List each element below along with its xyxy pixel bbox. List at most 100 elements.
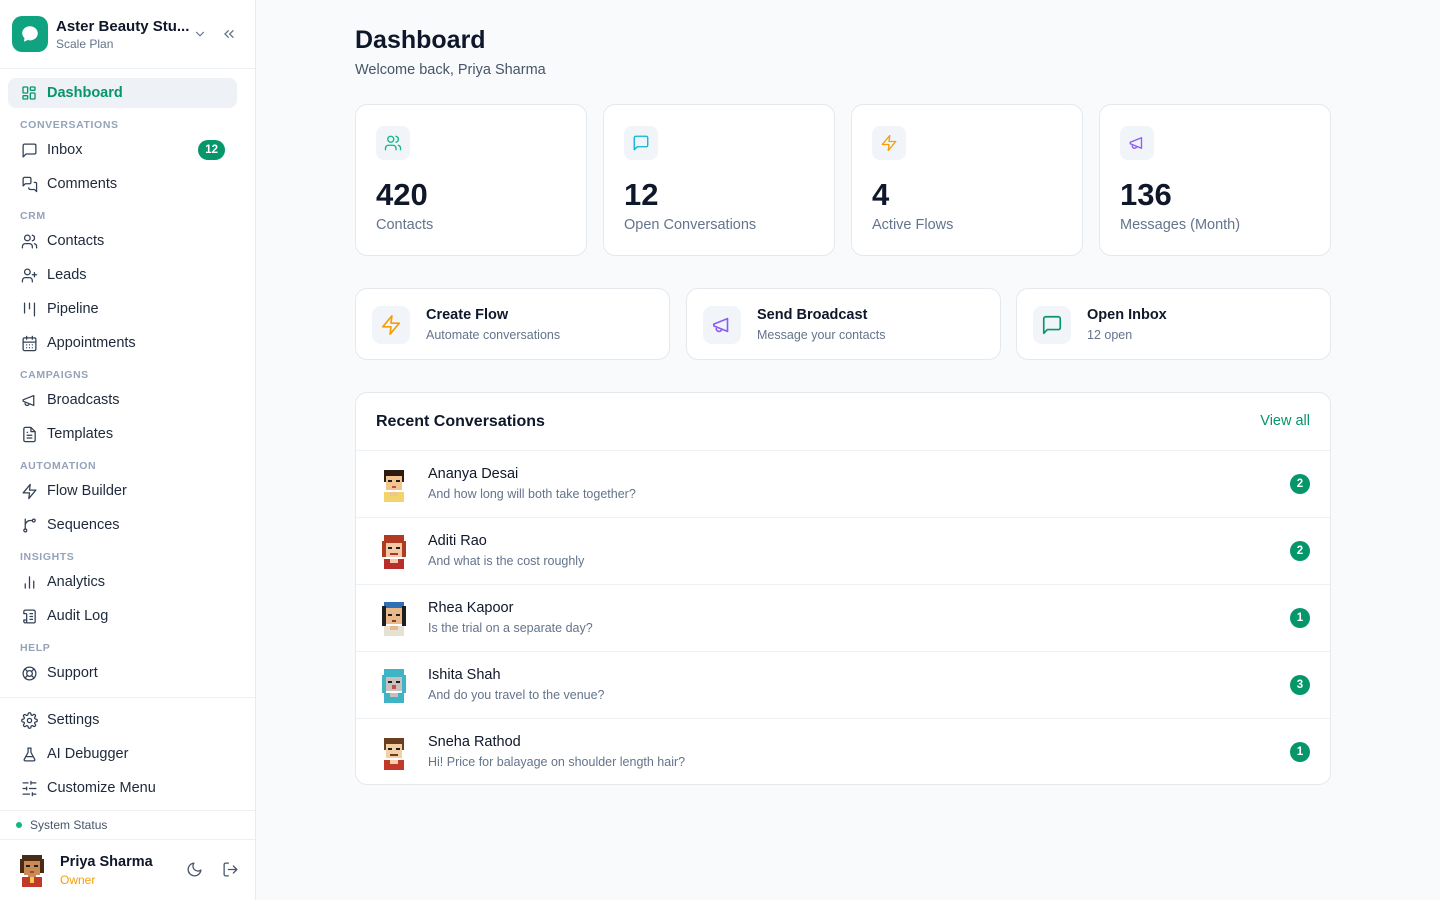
collapse-sidebar-icon[interactable] [221, 26, 237, 42]
sidebar-item-label: Dashboard [47, 85, 123, 101]
stat-card-active-flows[interactable]: 4 Active Flows [851, 104, 1083, 256]
moon-icon[interactable] [186, 861, 203, 878]
sidebar-item-pipeline[interactable]: Pipeline [8, 294, 237, 324]
section-insights: INSIGHTS [20, 551, 75, 563]
sidebar-item-appointments[interactable]: Appointments [8, 328, 237, 358]
conversation-preview: And do you travel to the venue? [428, 688, 605, 702]
send-broadcast-button[interactable]: Send Broadcast Message your contacts [686, 288, 1001, 360]
chat-bubble-icon [22, 26, 38, 42]
sidebar-item-label: Contacts [47, 233, 105, 249]
conversation-row[interactable]: Aditi Rao And what is the cost roughly 2 [356, 517, 1330, 584]
sidebar-item-label: Broadcasts [47, 392, 120, 408]
create-flow-button[interactable]: Create Flow Automate conversations [355, 288, 670, 360]
message-square-icon [1033, 306, 1071, 344]
zap-icon [872, 126, 906, 160]
open-inbox-button[interactable]: Open Inbox 12 open [1016, 288, 1331, 360]
sidebar-divider [0, 839, 255, 840]
logout-icon[interactable] [222, 861, 239, 878]
workspace-plan: Scale Plan [56, 37, 114, 51]
section-help: HELP [20, 642, 51, 654]
zap-icon [20, 482, 38, 500]
messages-icon [20, 175, 38, 193]
sidebar-item-ai-debugger[interactable]: AI Debugger [8, 739, 237, 769]
sidebar-item-sequences[interactable]: Sequences [8, 510, 237, 540]
status-dot-icon [16, 822, 22, 828]
sidebar-item-settings[interactable]: Settings [8, 705, 237, 735]
conversation-name: Sneha Rathod [428, 734, 521, 750]
conversation-preview: Hi! Price for balayage on shoulder lengt… [428, 755, 686, 769]
avatar[interactable] [18, 853, 46, 887]
sidebar-item-label: Sequences [47, 517, 120, 533]
avatar [378, 533, 410, 569]
megaphone-icon [20, 391, 38, 409]
unread-badge: 2 [1290, 474, 1310, 494]
action-title: Create Flow [426, 307, 509, 323]
system-status-label: System Status [30, 818, 108, 832]
inbox-count-badge: 12 [198, 140, 225, 160]
sidebar-divider [0, 697, 255, 698]
sidebar-item-label: Leads [47, 267, 87, 283]
message-square-icon [20, 141, 38, 159]
workspace-switcher[interactable]: Aster Beauty Stu... Scale Plan [0, 0, 255, 69]
sidebar-item-label: Customize Menu [47, 780, 156, 796]
sidebar-item-label: Comments [47, 176, 118, 192]
sidebar-item-comments[interactable]: Comments [8, 169, 237, 199]
conversation-name: Ishita Shah [428, 667, 501, 683]
conversation-row[interactable]: Rhea Kapoor Is the trial on a separate d… [356, 584, 1330, 651]
action-title: Open Inbox [1087, 307, 1167, 323]
sidebar-item-leads[interactable]: Leads [8, 260, 237, 290]
avatar [378, 600, 410, 636]
conversation-row[interactable]: Ishita Shah And do you travel to the ven… [356, 651, 1330, 718]
panel-divider [356, 450, 1330, 451]
stat-card-messages-month[interactable]: 136 Messages (Month) [1099, 104, 1331, 256]
chevron-down-icon[interactable] [193, 27, 207, 41]
user-plus-icon [20, 266, 38, 284]
stat-label: Contacts [376, 217, 434, 233]
stat-card-contacts[interactable]: 420 Contacts [355, 104, 587, 256]
view-all-link[interactable]: View all [1260, 413, 1310, 429]
page-title: Dashboard [355, 26, 486, 54]
action-subtitle: Automate conversations [426, 328, 561, 342]
sidebar-item-templates[interactable]: Templates [8, 419, 237, 449]
sidebar-item-label: Appointments [47, 335, 136, 351]
sidebar-item-dashboard[interactable]: Dashboard [8, 78, 237, 108]
sidebar-item-contacts[interactable]: Contacts [8, 226, 237, 256]
sidebar-item-flow-builder[interactable]: Flow Builder [8, 476, 237, 506]
sidebar: Aster Beauty Stu... Scale Plan Dashboard… [0, 0, 256, 900]
life-buoy-icon [20, 664, 38, 682]
sidebar-item-analytics[interactable]: Analytics [8, 567, 237, 597]
stat-label: Active Flows [872, 217, 954, 233]
megaphone-icon [1120, 126, 1154, 160]
kanban-icon [20, 300, 38, 318]
conversation-preview: And how long will both take together? [428, 487, 636, 501]
zap-icon [372, 306, 410, 344]
user-name: Priya Sharma [60, 854, 153, 870]
stat-value: 4 [872, 177, 890, 212]
sidebar-item-label: Audit Log [47, 608, 109, 624]
avatar [378, 466, 410, 502]
section-conversations: CONVERSATIONS [20, 119, 119, 131]
sliders-icon [20, 779, 38, 797]
sidebar-item-broadcasts[interactable]: Broadcasts [8, 385, 237, 415]
conversation-row[interactable]: Sneha Rathod Hi! Price for balayage on s… [356, 718, 1330, 784]
conversation-name: Aditi Rao [428, 533, 487, 549]
conversation-name: Ananya Desai [428, 466, 519, 482]
sidebar-item-customize-menu[interactable]: Customize Menu [8, 773, 237, 803]
file-text-icon [20, 425, 38, 443]
stat-card-open-conversations[interactable]: 12 Open Conversations [603, 104, 835, 256]
sidebar-item-label: Inbox [47, 142, 83, 158]
stat-value: 136 [1120, 177, 1172, 212]
users-icon [376, 126, 410, 160]
system-status[interactable]: System Status [16, 818, 107, 832]
sidebar-item-inbox[interactable]: Inbox 12 [8, 135, 237, 165]
action-title: Send Broadcast [757, 307, 868, 323]
sidebar-item-label: Support [47, 665, 98, 681]
sidebar-item-audit-log[interactable]: Audit Log [8, 601, 237, 631]
section-crm: CRM [20, 210, 46, 222]
megaphone-icon [703, 306, 741, 344]
stat-value: 12 [624, 177, 659, 212]
unread-badge: 1 [1290, 742, 1310, 762]
stat-label: Open Conversations [624, 217, 757, 233]
conversation-row[interactable]: Ananya Desai And how long will both take… [356, 451, 1330, 518]
sidebar-item-support[interactable]: Support [8, 658, 237, 688]
